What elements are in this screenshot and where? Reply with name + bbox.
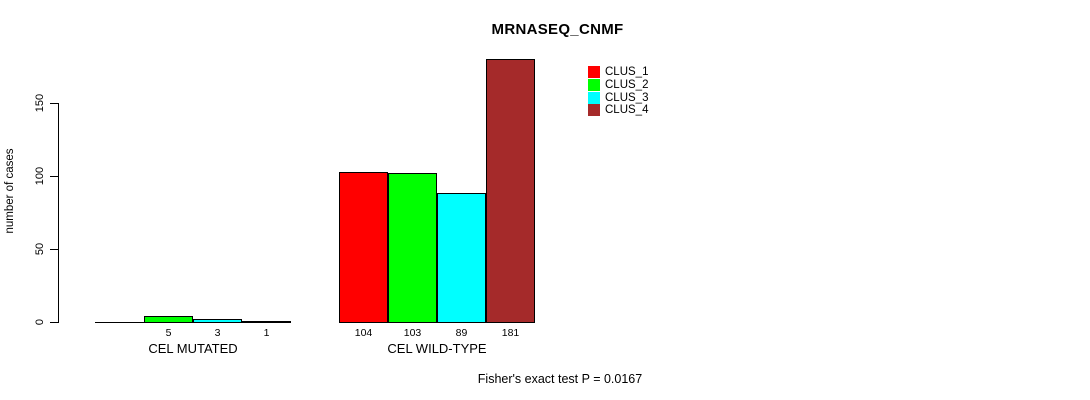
bar-value-label: 103 [403, 327, 422, 339]
bar-value-label: 181 [501, 327, 520, 339]
y-axis-tick [50, 322, 58, 323]
legend-item: CLUS_2 [588, 79, 648, 92]
legend: CLUS_1 CLUS_2 CLUS_3 CLUS_4 [588, 66, 648, 117]
legend-label: CLUS_2 [605, 79, 649, 92]
legend-label: CLUS_4 [605, 104, 649, 117]
legend-swatch-clus_1 [588, 66, 600, 79]
chart-title: MRNASEQ_CNMF [491, 21, 624, 38]
bar-value-label: 5 [165, 327, 172, 339]
y-axis-tick-label: 150 [34, 93, 46, 113]
bar-value-label: 1 [263, 327, 270, 339]
bar-value-label: 104 [354, 327, 373, 339]
legend-label: CLUS_3 [605, 91, 649, 104]
group-label: CEL WILD-TYPE [387, 341, 487, 356]
y-axis-tick-label: 100 [34, 166, 46, 186]
y-axis-line [58, 103, 59, 323]
legend-label: CLUS_1 [605, 66, 649, 79]
fisher-test-annotation: Fisher's exact test P = 0.0167 [477, 372, 643, 386]
y-axis-tick [50, 103, 58, 104]
legend-swatch-clus_4 [588, 104, 600, 117]
legend-item: CLUS_3 [588, 91, 648, 104]
bar-clus_3-group2 [437, 193, 486, 323]
y-axis-tick-label: 50 [34, 242, 46, 256]
bar-clus_2-group1 [144, 316, 193, 323]
bar-clus_2-group2 [388, 173, 437, 323]
bar-clus_1-group2 [339, 172, 388, 323]
bar-value-label: 3 [214, 327, 221, 339]
bar-value-label: 89 [455, 327, 468, 339]
bar-clus_3-group1 [193, 319, 242, 323]
bar-clus_4-group1 [242, 321, 291, 323]
legend-item: CLUS_1 [588, 66, 648, 79]
y-axis-tick [50, 249, 58, 250]
y-axis-tick-label: 0 [34, 318, 46, 326]
legend-swatch-clus_2 [588, 79, 600, 92]
legend-item: CLUS_4 [588, 104, 648, 117]
y-axis-tick [50, 176, 58, 177]
legend-swatch-clus_3 [588, 91, 600, 104]
group-label: CEL MUTATED [148, 341, 238, 356]
bar-clus_4-group2 [486, 59, 535, 323]
